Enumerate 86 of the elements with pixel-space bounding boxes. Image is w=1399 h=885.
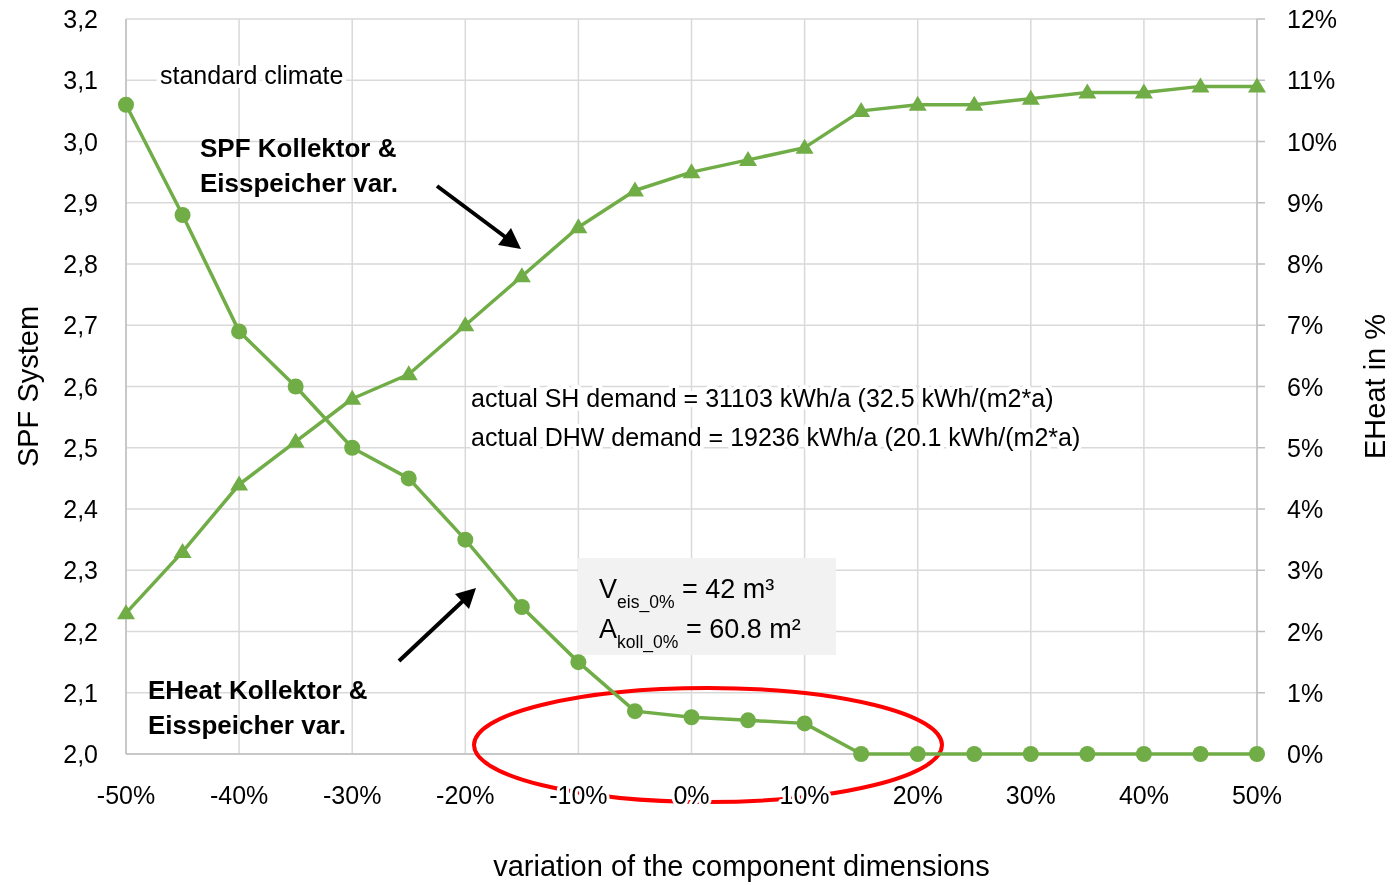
point xyxy=(512,267,531,283)
y2-tick-label: 7% xyxy=(1287,311,1324,340)
point xyxy=(682,163,701,179)
x-tick-label: 20% xyxy=(892,781,943,809)
y-tick-label: 2,7 xyxy=(63,311,98,340)
point xyxy=(1078,83,1097,99)
y2-tick-label: 0% xyxy=(1287,740,1324,768)
y-tick-label: 2,2 xyxy=(63,617,98,646)
point xyxy=(231,323,248,340)
y2-tick-label: 9% xyxy=(1287,188,1324,217)
point xyxy=(569,218,588,234)
point xyxy=(399,365,418,381)
y2-tick-label: 11% xyxy=(1287,66,1336,95)
point xyxy=(740,712,757,729)
point xyxy=(570,654,587,671)
point xyxy=(683,709,700,726)
y-tick-label: 2,0 xyxy=(63,740,98,768)
point xyxy=(1249,746,1265,762)
point xyxy=(286,432,305,448)
point xyxy=(174,207,191,223)
point xyxy=(344,439,361,456)
y2-tick-label: 8% xyxy=(1287,250,1324,278)
y-tick-label: 2,5 xyxy=(63,433,98,462)
point xyxy=(1134,83,1153,99)
point xyxy=(852,101,871,117)
annotation: SPF Kollektor & Eisspeicher var. xyxy=(200,133,399,198)
y-tick-label: 3,0 xyxy=(63,127,98,156)
point xyxy=(1079,746,1096,762)
point xyxy=(400,470,417,487)
point xyxy=(230,475,249,491)
point xyxy=(1248,77,1266,93)
y2-tick-label: 3% xyxy=(1287,556,1324,585)
y-tick-label: 2,8 xyxy=(63,250,98,278)
point xyxy=(1191,77,1210,93)
annotation: EHeat Kollektor & Eisspeicher var. xyxy=(148,675,368,740)
point xyxy=(795,138,814,154)
point xyxy=(1192,746,1209,762)
point xyxy=(343,389,362,405)
y-tick-label: 2,3 xyxy=(63,556,98,585)
annotation: V$_{eis_0%}$ = 42 m³ xyxy=(599,574,775,613)
x-tick-label: -20% xyxy=(436,781,495,809)
point xyxy=(796,715,813,732)
point xyxy=(287,378,304,395)
x-tick-label: -40% xyxy=(209,781,269,809)
y-tick-label: 2,9 xyxy=(63,188,98,217)
x-tick-label: 30% xyxy=(1005,781,1056,809)
point xyxy=(966,746,983,762)
x-tick-label: 40% xyxy=(1118,781,1169,809)
y2-tick-label: 10% xyxy=(1287,127,1338,156)
y2-tick-label: 6% xyxy=(1287,372,1324,401)
annotation: actual SH demand = 31103 kWh/a (32.5 kWh/(m2*a) xyxy=(471,384,1054,412)
y-tick-label: 3,2 xyxy=(63,5,98,33)
point xyxy=(965,95,984,111)
y-tick-label: 2,4 xyxy=(63,495,99,523)
point xyxy=(739,150,758,166)
y-tick-label: 2,6 xyxy=(63,372,98,401)
y-axis-title: SPF System xyxy=(12,305,44,468)
point xyxy=(1021,89,1040,105)
y-tick-label: 2,1 xyxy=(63,678,98,707)
y2-tick-label: 1% xyxy=(1287,678,1324,707)
point xyxy=(625,181,644,197)
point xyxy=(1135,746,1152,762)
point xyxy=(457,531,474,548)
x-axis-title: variation of the component dimensions xyxy=(493,850,990,882)
point xyxy=(909,746,926,762)
y2-tick-label: 5% xyxy=(1287,433,1324,462)
x-tick-label: 50% xyxy=(1231,781,1283,809)
x-tick-label: -50% xyxy=(96,781,156,809)
y2-tick-label: 4% xyxy=(1287,495,1324,523)
point xyxy=(626,703,643,720)
y2-tick-label: 2% xyxy=(1287,617,1324,646)
y2-tick-label: 12% xyxy=(1287,5,1338,33)
annotation: A$_{koll_0%}$ = 60.8 m² xyxy=(599,614,801,653)
point xyxy=(1022,746,1039,762)
annotation: standard climate xyxy=(160,61,344,89)
annotation: actual DHW demand = 19236 kWh/a (20.1 kWh/(m2*a) xyxy=(471,423,1081,451)
x-tick-label: -30% xyxy=(323,781,382,809)
point xyxy=(456,316,475,332)
point xyxy=(908,95,927,111)
point xyxy=(173,542,192,558)
point xyxy=(118,96,134,113)
point xyxy=(117,604,135,620)
point xyxy=(853,746,870,762)
y-tick-label: 3,1 xyxy=(63,66,98,95)
point xyxy=(513,599,530,615)
y2-axis-title: EHeat in % xyxy=(1359,313,1391,460)
